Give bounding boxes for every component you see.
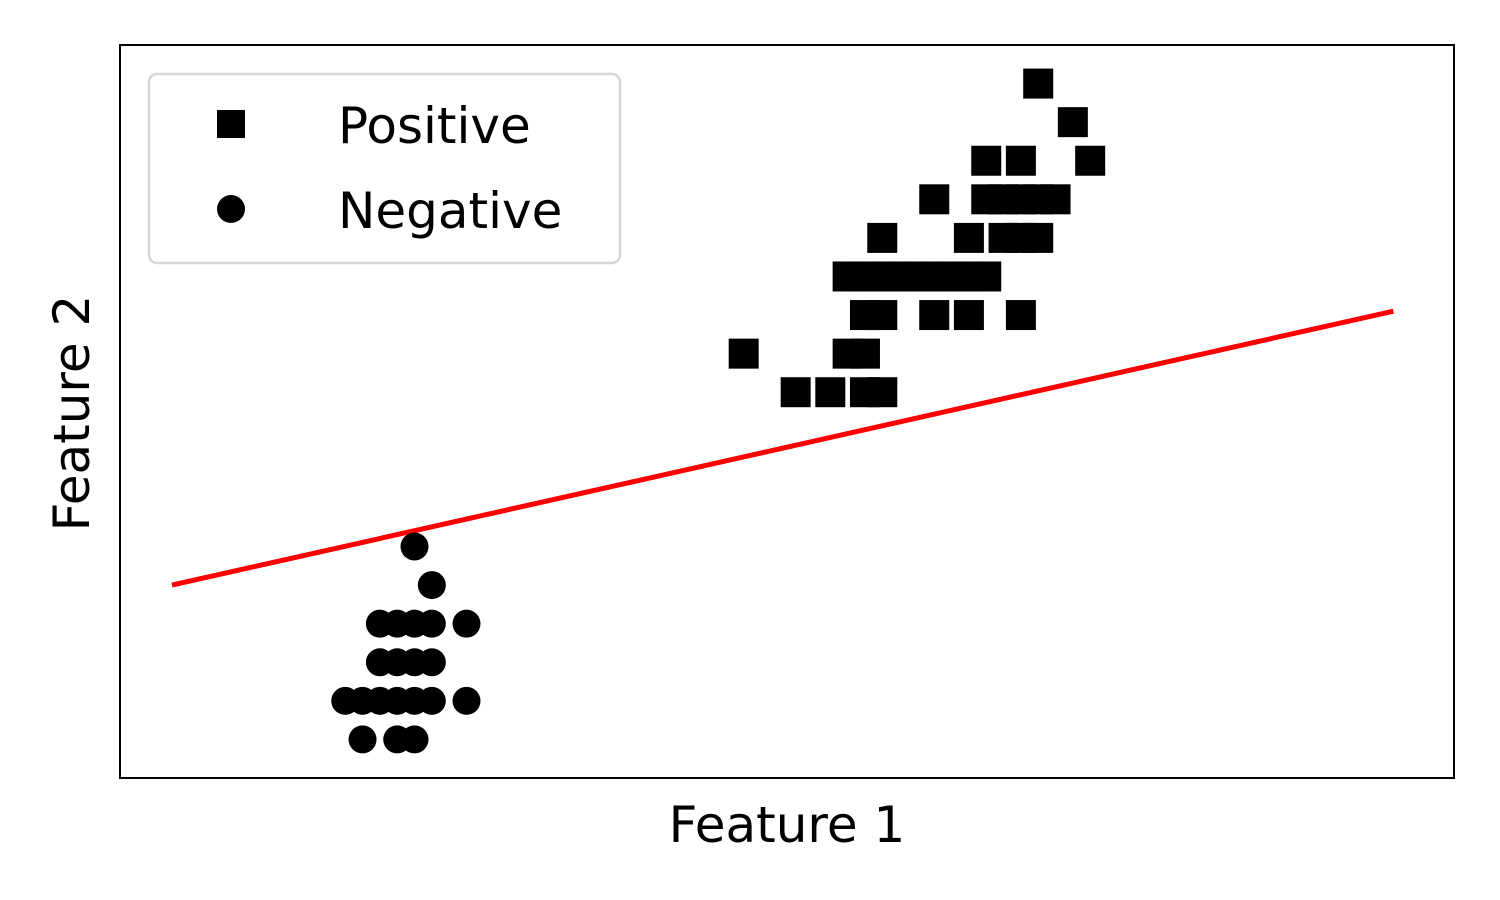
positive-point: [1005, 145, 1036, 176]
legend-label-negative: Negative: [338, 182, 562, 240]
positive-point: [1040, 184, 1071, 215]
legend-circle-marker-icon: [217, 195, 245, 223]
positive-point: [971, 261, 1002, 292]
positive-point: [815, 377, 846, 408]
negative-point: [417, 648, 446, 677]
legend-label-positive: Positive: [338, 97, 531, 155]
positive-point: [849, 338, 880, 369]
negative-point: [417, 609, 446, 638]
legend-square-marker-icon: [217, 110, 245, 138]
negative-point: [452, 609, 481, 638]
positive-point: [953, 300, 984, 331]
decision-boundary-line: [171, 308, 1394, 588]
positive-point: [867, 300, 898, 331]
legend: Positive Negative: [147, 72, 622, 265]
positive-point: [953, 222, 984, 253]
x-axis-label: Feature 1: [669, 796, 906, 854]
positive-point: [867, 222, 898, 253]
negative-point: [417, 571, 446, 600]
legend-box: [147, 72, 622, 265]
positive-point: [728, 338, 759, 369]
negative-point: [400, 725, 429, 754]
positive-point: [1057, 107, 1088, 138]
positive-point: [780, 377, 811, 408]
positive-point: [1005, 300, 1036, 331]
y-axis-label: Feature 2: [43, 295, 101, 532]
negative-point: [400, 532, 429, 561]
positive-point: [919, 300, 950, 331]
positive-point: [1023, 68, 1054, 99]
negative-point: [452, 686, 481, 715]
positive-point: [971, 145, 1002, 176]
positive-point: [1023, 222, 1054, 253]
positive-point: [919, 184, 950, 215]
positive-point: [1075, 145, 1106, 176]
negative-point: [417, 686, 446, 715]
negative-point: [348, 725, 377, 754]
plot-frame: [119, 44, 1455, 779]
plot-area: [171, 68, 1394, 754]
positive-point: [867, 377, 898, 408]
